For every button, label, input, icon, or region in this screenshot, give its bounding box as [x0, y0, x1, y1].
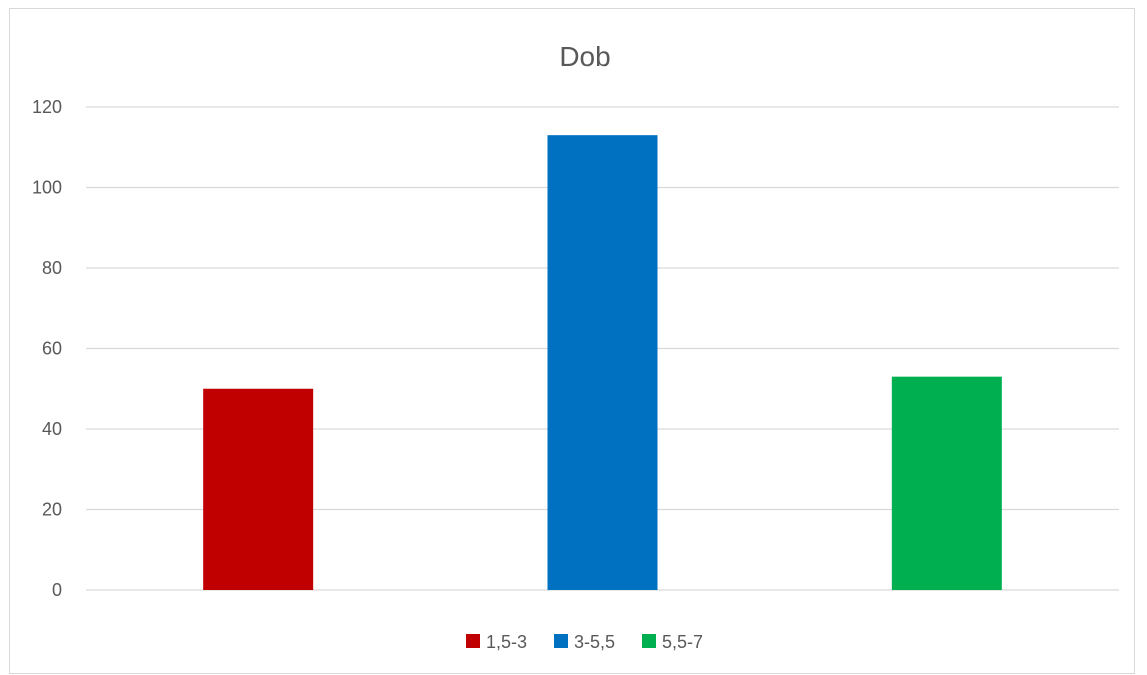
y-tick-label: 120 — [32, 97, 62, 117]
legend-label: 3-5,5 — [574, 632, 615, 652]
legend-swatch — [554, 634, 568, 648]
chart-title: Dob — [559, 41, 610, 72]
y-tick-label: 60 — [42, 339, 62, 359]
legend-label: 5,5-7 — [662, 632, 703, 652]
legend-swatch — [642, 634, 656, 648]
y-tick-label: 20 — [42, 500, 62, 520]
bars — [203, 135, 1002, 591]
legend-label: 1,5-3 — [486, 632, 527, 652]
bar-3 — [891, 376, 1002, 590]
y-tick-label: 0 — [52, 580, 62, 600]
legend-swatch — [466, 634, 480, 648]
y-tick-label: 100 — [32, 178, 62, 198]
bar-2 — [547, 135, 658, 591]
legend: 1,5-3 3-5,5 5,5-7 — [466, 632, 703, 652]
bar-1 — [203, 388, 314, 590]
y-tick-label: 40 — [42, 419, 62, 439]
y-tick-label: 80 — [42, 258, 62, 278]
y-axis-ticks: 0 20 40 60 80 100 120 — [32, 97, 62, 600]
